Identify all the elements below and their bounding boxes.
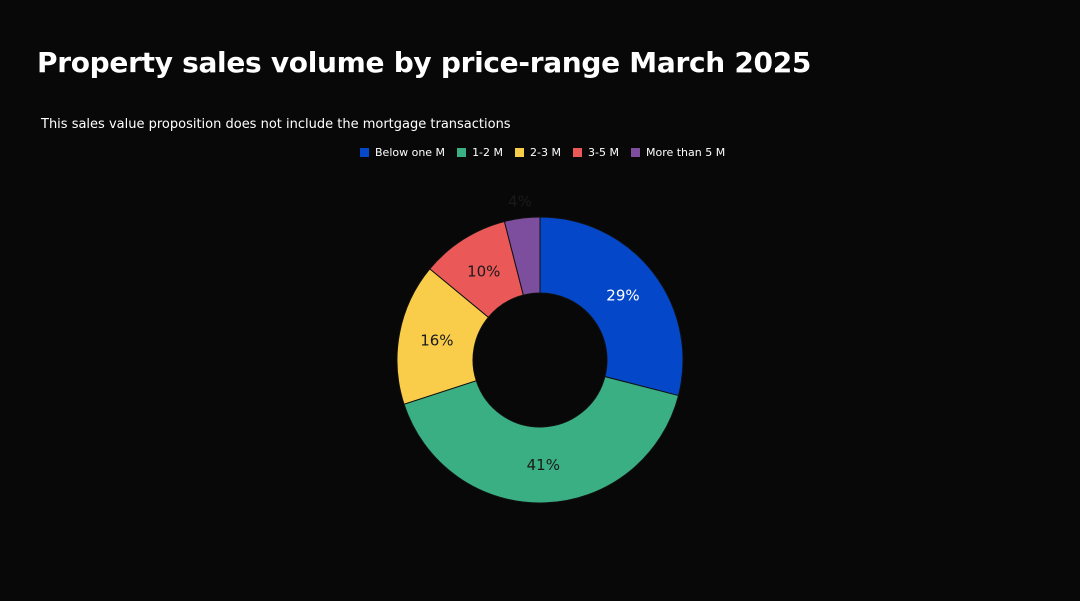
legend-swatch-below-one-m bbox=[360, 148, 369, 157]
legend-item-below-one-m[interactable]: Below one M bbox=[360, 146, 445, 159]
data-label-more-than-5-m: 4% bbox=[508, 192, 532, 210]
legend-label-below-one-m: Below one M bbox=[375, 146, 446, 159]
chart-title: Property sales volume by price-range Mar… bbox=[37, 46, 812, 79]
legend-swatch-1-2-m bbox=[457, 148, 467, 157]
data-label-below-one-m: 29% bbox=[606, 287, 639, 305]
legend-label-more-than-5-m: More than 5 M bbox=[645, 146, 726, 159]
donut-slice-more-than-5-m[interactable] bbox=[503, 216, 541, 296]
legend-swatch-3-5-m bbox=[573, 148, 582, 157]
legend-label-3-5-m: 3-5 M bbox=[588, 146, 619, 159]
chart-subtitle: This sales value proposition does not in… bbox=[41, 117, 511, 132]
legend-label-2-3-m: 2-3 M bbox=[530, 146, 561, 159]
data-label-2-3-m: 16% bbox=[420, 331, 453, 349]
donut-slice-2-3-m[interactable] bbox=[396, 268, 490, 405]
donut-slice-below-one-m[interactable] bbox=[539, 216, 684, 397]
legend-item-1-2-m[interactable]: 1-2 M bbox=[457, 146, 503, 159]
chart-legend: Below one M 1-2 M 2-3 M 3-5 M More than … bbox=[360, 146, 725, 159]
donut-slice-1-2-m[interactable] bbox=[403, 376, 680, 504]
legend-swatch-more-than-5-m bbox=[630, 148, 640, 157]
legend-item-3-5-m[interactable]: 3-5 M bbox=[573, 146, 619, 159]
legend-label-1-2-m: 1-2 M bbox=[472, 146, 504, 159]
legend-item-more-than-5-m[interactable]: More than 5 M bbox=[630, 146, 726, 159]
legend-item-2-3-m[interactable]: 2-3 M bbox=[515, 146, 561, 159]
data-label-3-5-m: 10% bbox=[467, 262, 500, 280]
legend-swatch-2-3-m bbox=[515, 148, 525, 157]
data-label-1-2-m: 41% bbox=[527, 456, 560, 474]
